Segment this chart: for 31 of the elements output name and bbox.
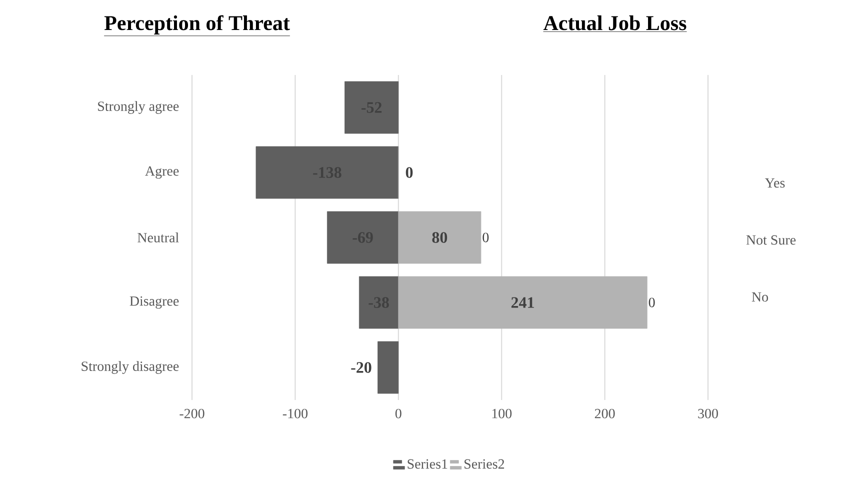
annotation: 0 <box>482 232 489 242</box>
y-tick-label: Strongly agree <box>98 101 179 114</box>
data-label: 0 <box>406 167 413 178</box>
x-tick-label: 100 <box>492 408 512 418</box>
data-label: 241 <box>511 297 534 308</box>
legend-label: Series1 <box>408 459 448 469</box>
bar <box>398 211 482 264</box>
bar <box>344 81 399 134</box>
y-tick-label: Neutral <box>138 232 179 242</box>
bar <box>378 341 399 394</box>
annotation: 0 <box>648 298 655 308</box>
data-label: 80 <box>432 232 448 243</box>
x-tick-label: -100 <box>282 408 308 418</box>
text: No <box>752 292 768 302</box>
text: Perception of Threat <box>104 15 290 34</box>
text: Actual Job Loss <box>543 15 686 30</box>
text: Yes <box>764 178 785 188</box>
bar <box>326 211 399 264</box>
y-tick-label: Disagree <box>130 296 179 309</box>
x-tick-label: -200 <box>180 408 204 418</box>
x-tick-label: 0 <box>395 408 402 418</box>
legend-label: Series2 <box>464 459 504 469</box>
y-tick-label: Agree <box>145 166 179 179</box>
text: Not Sure <box>746 235 796 245</box>
y-tick-label: Strongly disagree <box>82 361 179 374</box>
x-tick-label: 300 <box>698 408 718 418</box>
data-label: -20 <box>351 362 372 373</box>
bar <box>256 146 399 199</box>
bar <box>358 276 399 329</box>
bar <box>398 276 648 329</box>
x-tick-label: 200 <box>594 408 615 418</box>
